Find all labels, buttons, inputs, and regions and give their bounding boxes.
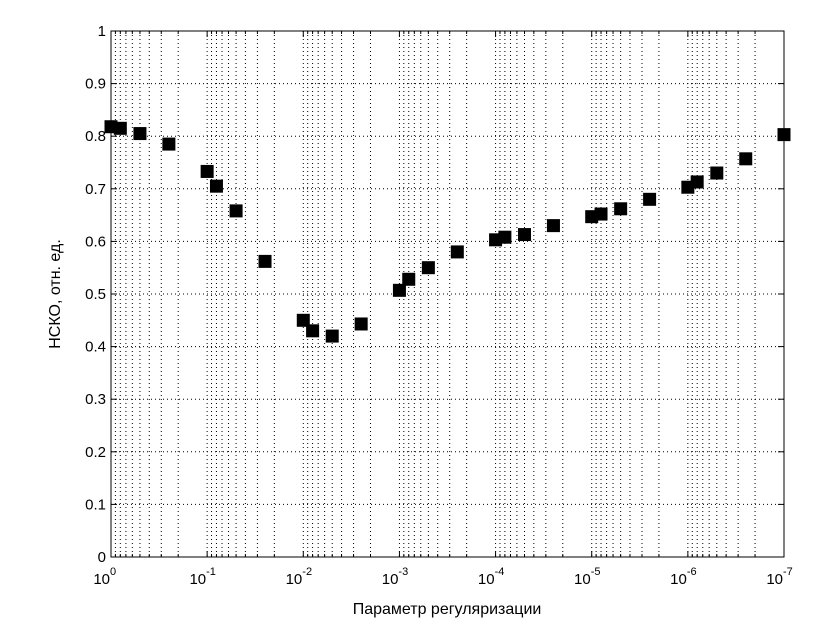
data-point <box>325 329 339 343</box>
data-point <box>777 128 791 142</box>
data-point <box>162 137 176 151</box>
x-tick-label-exponent: -1 <box>206 566 216 578</box>
data-point <box>209 179 223 193</box>
data-point <box>200 164 214 178</box>
data-point <box>614 202 628 216</box>
data-point <box>229 204 243 218</box>
data-point <box>421 261 435 275</box>
y-tick-label: 0.4 <box>85 339 106 356</box>
data-point <box>518 228 532 242</box>
x-tick-label-exponent: 0 <box>110 566 116 578</box>
y-tick-label: 0.8 <box>85 128 106 145</box>
y-tick-label: 0.5 <box>85 286 106 303</box>
data-point <box>594 207 608 221</box>
y-tick-label: 0.6 <box>85 233 106 250</box>
x-tick-label: 10 -6 <box>670 566 696 588</box>
x-tick-label-exponent: -4 <box>495 566 505 578</box>
data-point <box>546 219 560 233</box>
x-tick-label-exponent: -2 <box>302 566 312 578</box>
axis-ticks <box>111 30 785 558</box>
data-point <box>710 166 724 180</box>
x-tick-label-exponent: -7 <box>783 566 793 578</box>
y-axis-label: НСКО, отн. ед. <box>47 239 64 349</box>
x-tick-label-base: 10 <box>382 571 399 588</box>
x-tick-label-base: 10 <box>766 571 783 588</box>
x-tick-label: 10 -2 <box>286 566 312 588</box>
y-axis-tick-labels: 0 0.1 0.2 0.3 0.4 0.5 0.6 0.7 0.8 0.9 1 <box>85 23 106 566</box>
x-tick-label-exponent: -3 <box>398 566 408 578</box>
y-tick-label: 0.7 <box>85 181 106 198</box>
data-point <box>306 324 320 338</box>
y-tick-label: 0 <box>98 549 106 566</box>
x-axis-tick-labels: 10 0 10 -1 10 -2 10 -3 10 -4 10 -5 10 -6 10 -7 <box>93 566 792 588</box>
y-tick-label: 1 <box>98 23 106 40</box>
x-tick-label: 10 -3 <box>382 566 408 588</box>
x-tick-label-exponent: -6 <box>687 566 697 578</box>
y-tick-label: 0.1 <box>85 496 106 513</box>
data-point <box>402 272 416 286</box>
y-tick-label: 0.9 <box>85 76 106 93</box>
x-tick-label: 10 -7 <box>766 566 792 588</box>
x-tick-label: 10 -5 <box>574 566 600 588</box>
data-point <box>690 175 704 189</box>
x-tick-label-base: 10 <box>478 571 495 588</box>
x-tick-label-base: 10 <box>574 571 591 588</box>
data-points <box>104 120 791 343</box>
data-point <box>392 283 406 297</box>
data-point <box>296 313 310 327</box>
data-point <box>498 230 512 244</box>
data-point <box>258 254 272 268</box>
data-point <box>133 127 147 141</box>
data-point <box>643 192 657 206</box>
x-tick-label-exponent: -5 <box>591 566 601 578</box>
data-point <box>354 317 368 331</box>
x-tick-label: 10 -1 <box>189 566 215 588</box>
data-point <box>450 245 464 259</box>
y-tick-label: 0.2 <box>85 444 106 461</box>
grid <box>111 31 784 557</box>
x-tick-label-base: 10 <box>93 571 110 588</box>
data-point <box>113 121 127 135</box>
x-tick-label-base: 10 <box>286 571 303 588</box>
x-axis-label: Параметр регуляризации <box>353 601 542 618</box>
x-tick-label: 10 -4 <box>478 566 504 588</box>
data-point <box>739 152 753 166</box>
x-tick-label-base: 10 <box>670 571 687 588</box>
x-tick-label: 10 0 <box>93 566 116 588</box>
y-tick-label: 0.3 <box>85 391 106 408</box>
x-tick-label-base: 10 <box>189 571 206 588</box>
